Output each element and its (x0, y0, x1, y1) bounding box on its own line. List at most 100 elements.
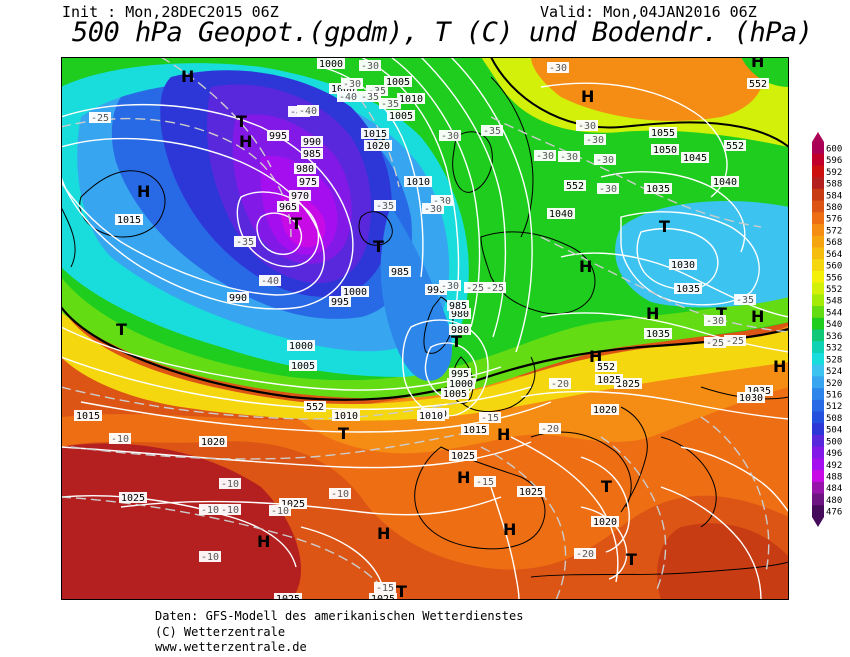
isotherm-label-bg (704, 337, 726, 348)
isobar-label-bg (361, 128, 389, 139)
isobar-label: 995 (451, 369, 469, 380)
legend-swatch (812, 352, 824, 366)
isobar-label-bg (681, 152, 709, 163)
high-symbol: H (181, 67, 194, 86)
pressure-centers: H T H H T H T T T T H H H H H T T H H T … (116, 57, 786, 600)
isobar-label-bg (301, 136, 323, 147)
isobar-label-bg (389, 266, 411, 277)
isobar-label: 1015 (117, 215, 141, 226)
isobar-label-bg (332, 410, 360, 421)
legend-swatch (812, 259, 824, 272)
color-legend: 6005965925885845805765725685645605565525… (812, 132, 842, 527)
isobar-label: 1000 (343, 287, 367, 298)
height-contour-label-bg (564, 180, 586, 191)
isobar-label: 995 (269, 131, 287, 142)
isotherm-label: -40 (261, 276, 279, 287)
isobar-label-bg (199, 436, 227, 447)
high-symbol: H (581, 87, 594, 106)
legend-label: 512 (826, 402, 842, 412)
isotherm-label-bg (574, 548, 596, 559)
legend-label: 572 (826, 226, 842, 236)
isobar-label-bg (297, 176, 319, 187)
isobar-label-bg (644, 328, 672, 339)
isobar-label-bg (651, 144, 679, 155)
isobar-label-bg (397, 93, 425, 104)
weather-map: H T H H T H T T T T H H H H H T T H H T … (61, 57, 789, 600)
isobar-label: 1000 (319, 59, 343, 70)
legend-swatch (812, 165, 824, 178)
legend-swatch (812, 224, 824, 237)
isotherm-label-bg (374, 582, 396, 593)
isobar-label-bg (591, 516, 619, 527)
valid-time: Valid: Mon,04JAN2016 06Z (540, 3, 757, 21)
isobar-label: 1030 (671, 260, 695, 271)
isobar-label: 1055 (651, 128, 675, 139)
high-symbol: H (377, 524, 390, 543)
isotherm-label: -30 (578, 121, 596, 132)
temperature-labels: -30-35-40-40-30-25-35-35-40-30-30-30-30-… (89, 60, 756, 594)
isobar-label-bg (737, 392, 765, 403)
isotherm-label: -40 (299, 106, 317, 117)
isobar-label: 1045 (683, 153, 707, 164)
isobar-label-bg (745, 385, 773, 396)
isobar-label-bg (329, 296, 351, 307)
isobar-label-bg (591, 404, 619, 415)
legend-label: 476 (826, 508, 842, 518)
isotherm-label: -30 (433, 196, 451, 207)
isotherm-label: -20 (541, 424, 559, 435)
isotherm-label: -25 (726, 336, 744, 347)
legend-swatch (812, 177, 824, 190)
legend-swatch (812, 212, 824, 225)
legend-swatch (812, 364, 824, 377)
isotherm-label: -10 (221, 479, 239, 490)
isotherm-label-bg (366, 85, 388, 96)
map-frame (61, 57, 789, 600)
copyright: (C) Wetterzentrale (155, 625, 286, 639)
isobar-label-bg (425, 284, 447, 295)
isotherm-label-bg (269, 505, 291, 516)
isotherm-label: -10 (111, 434, 129, 445)
isotherm-label: -30 (441, 281, 459, 292)
isotherm-label-bg (374, 200, 396, 211)
isobar-label-bg (447, 378, 475, 389)
legend-label: 548 (826, 297, 842, 307)
isotherm-label-bg (704, 315, 726, 326)
isobar-label: 1000 (331, 84, 355, 95)
legend-swatch (812, 481, 824, 495)
field-dark-red-east (657, 523, 789, 600)
isotherm-label-bg (329, 488, 351, 499)
legend-swatch (812, 247, 824, 260)
legend-swatch (812, 200, 824, 213)
isobar-label-bg (447, 300, 469, 311)
isobar-label-bg (287, 340, 315, 351)
isotherm-label: -10 (271, 506, 289, 517)
isobar-label: 990 (427, 285, 445, 296)
high-symbol: H (646, 304, 659, 323)
isobar-label: 1025 (451, 451, 475, 462)
isotherm-label-bg (259, 275, 281, 286)
isobar-label-bg (417, 410, 445, 421)
legend-swatch (812, 294, 824, 307)
low-symbol: T (373, 237, 384, 256)
isobar-label: 1035 (646, 329, 670, 340)
isobar-label: 1005 (386, 77, 410, 88)
website-link[interactable]: www.wetterzentrale.de (155, 640, 307, 654)
legend-label: 576 (826, 215, 842, 225)
legend-swatch (812, 446, 824, 459)
legend-label: 488 (826, 473, 842, 483)
legend-swatch (812, 376, 824, 389)
isotherm-label: -40 (339, 92, 357, 103)
isobar-label: 1005 (389, 111, 413, 122)
isobar-label-bg (449, 450, 477, 461)
isobar-label-bg (674, 283, 702, 294)
isotherm-label-bg (597, 183, 619, 194)
isotherm-label-bg (481, 125, 503, 136)
isobar-label-bg (267, 130, 289, 141)
legend-label: 588 (826, 180, 842, 190)
isobar-label-bg (449, 324, 471, 335)
isobar-label-bg (369, 593, 397, 600)
isobar-label: 1050 (653, 145, 677, 156)
height-contour-label: 552 (597, 362, 615, 373)
legend-swatch (812, 399, 824, 413)
isotherm-label-bg (549, 378, 571, 389)
